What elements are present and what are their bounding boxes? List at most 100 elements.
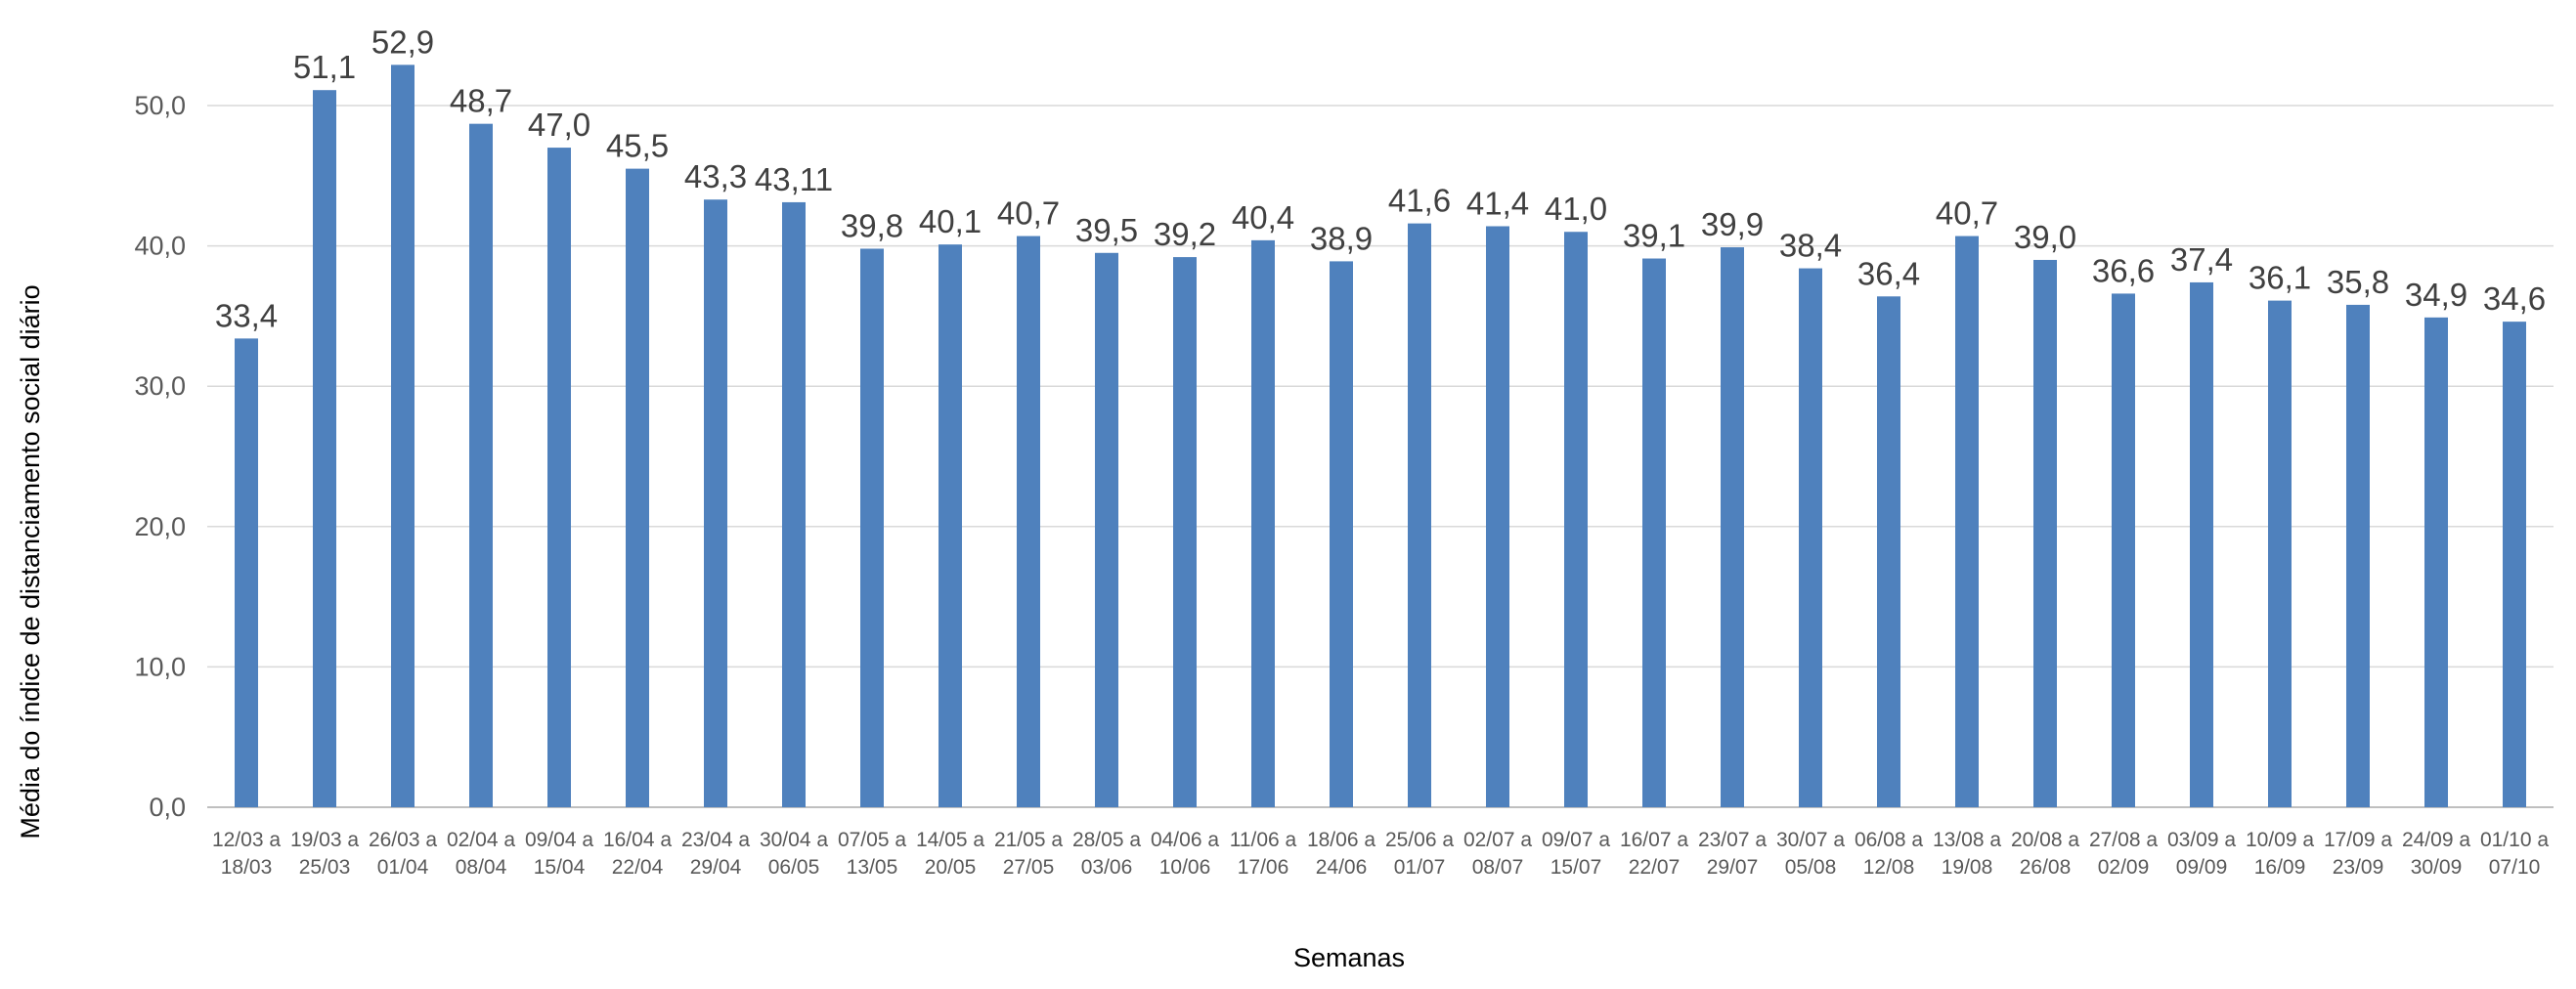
bar-value-label: 48,7 bbox=[450, 83, 512, 119]
x-category-label-line1: 23/04 a bbox=[681, 829, 750, 851]
bar-value-label: 41,6 bbox=[1388, 183, 1451, 219]
bar bbox=[1173, 257, 1197, 807]
bar-value-label: 51,1 bbox=[293, 49, 356, 85]
x-category-label-line2: 30/09 bbox=[2411, 856, 2463, 879]
y-tick-label: 40,0 bbox=[134, 232, 186, 261]
y-tick-label: 10,0 bbox=[134, 652, 186, 681]
x-category-label-line1: 28/05 a bbox=[1072, 829, 1141, 851]
bar bbox=[704, 199, 727, 807]
bar-value-label: 41,0 bbox=[1545, 191, 1607, 227]
bar bbox=[2346, 304, 2370, 807]
bar bbox=[1408, 223, 1431, 807]
x-category-label-line2: 17/06 bbox=[1238, 856, 1289, 879]
bar-value-label: 43,3 bbox=[684, 158, 747, 194]
bar bbox=[1721, 247, 1744, 807]
bar-value-label: 37,4 bbox=[2170, 241, 2233, 278]
x-category-label-line2: 22/04 bbox=[612, 856, 664, 879]
bar bbox=[2503, 322, 2526, 807]
x-category-label-line1: 30/07 a bbox=[1776, 829, 1845, 851]
bar-value-label: 43,11 bbox=[755, 161, 833, 197]
bar-value-label: 36,4 bbox=[1857, 255, 1920, 291]
bar bbox=[313, 90, 336, 808]
x-category-label-line2: 23/09 bbox=[2333, 856, 2384, 879]
x-category-label-line1: 09/07 a bbox=[1542, 829, 1610, 851]
bar bbox=[2268, 300, 2292, 807]
x-category-label-line1: 03/09 a bbox=[2167, 829, 2236, 851]
x-category-label-line2: 15/04 bbox=[534, 856, 586, 879]
bar bbox=[782, 201, 806, 807]
bar-value-label: 47,0 bbox=[528, 107, 590, 143]
bar bbox=[2190, 281, 2213, 807]
bar bbox=[547, 148, 571, 807]
bar-value-label: 41,4 bbox=[1466, 185, 1529, 221]
x-category-label-line2: 06/05 bbox=[768, 856, 820, 879]
x-category-label-line1: 11/06 a bbox=[1230, 829, 1297, 851]
bar-value-label: 40,7 bbox=[997, 195, 1060, 232]
bar bbox=[626, 168, 649, 807]
bar bbox=[2033, 259, 2057, 808]
bar-value-label: 39,0 bbox=[2014, 219, 2076, 255]
bar bbox=[391, 64, 415, 807]
x-axis-categories: 12/03 a 18/03 19/03 a 25/03 26/03 a 01/04 02/0… bbox=[212, 829, 2549, 879]
x-category-label-line1: 26/03 a bbox=[369, 829, 437, 851]
bar bbox=[1330, 261, 1353, 807]
bar-value-label: 40,1 bbox=[919, 203, 982, 239]
x-category-label-line1: 02/04 a bbox=[447, 829, 515, 851]
y-tick-label: 20,0 bbox=[134, 512, 186, 541]
y-tick-label: 30,0 bbox=[134, 371, 186, 401]
bars bbox=[235, 64, 2526, 808]
x-category-label-line2: 27/05 bbox=[1003, 856, 1055, 879]
bar bbox=[1799, 268, 1822, 807]
bar bbox=[469, 123, 493, 808]
bar bbox=[1955, 236, 1979, 808]
y-tick-label: 0,0 bbox=[149, 793, 186, 822]
bar bbox=[860, 248, 884, 808]
x-axis-title: Semanas bbox=[1293, 943, 1405, 972]
bar bbox=[235, 338, 258, 807]
x-category-label-line1: 16/07 a bbox=[1620, 829, 1688, 851]
x-category-label-line2: 13/05 bbox=[847, 856, 898, 879]
x-category-label-line1: 21/05 a bbox=[994, 829, 1063, 851]
gridlines bbox=[207, 105, 2554, 808]
bar-value-label: 52,9 bbox=[371, 23, 434, 60]
x-category-label-line1: 14/05 a bbox=[916, 829, 984, 851]
y-axis-ticks: 0,0 10,0 20,0 30,0 40,0 50,0 bbox=[134, 91, 186, 822]
x-category-label-line2: 18/03 bbox=[221, 856, 273, 879]
x-category-label-line1: 10/09 a bbox=[2246, 829, 2314, 851]
x-category-label-line2: 01/04 bbox=[377, 856, 429, 879]
x-category-label-line2: 24/06 bbox=[1316, 856, 1368, 879]
x-category-label-line1: 07/05 a bbox=[838, 829, 906, 851]
x-category-label-line2: 07/10 bbox=[2489, 856, 2541, 879]
x-category-label-line2: 10/06 bbox=[1159, 856, 1211, 879]
bar bbox=[1095, 252, 1118, 807]
x-category-label-line1: 04/06 a bbox=[1151, 829, 1219, 851]
bar bbox=[1564, 232, 1588, 808]
bar-value-label: 39,9 bbox=[1701, 206, 1764, 242]
x-category-label-line2: 25/03 bbox=[299, 856, 351, 879]
bar-value-label: 33,4 bbox=[215, 297, 278, 333]
bar bbox=[1486, 226, 1509, 808]
x-category-label-line1: 20/08 a bbox=[2011, 829, 2079, 851]
x-category-label-line2: 08/07 bbox=[1472, 856, 1524, 879]
x-category-label-line1: 09/04 a bbox=[525, 829, 593, 851]
x-category-label-line2: 19/08 bbox=[1942, 856, 1993, 879]
bar-value-label: 36,6 bbox=[2092, 252, 2155, 288]
x-category-label-line1: 06/08 a bbox=[1855, 829, 1923, 851]
bar bbox=[939, 244, 962, 807]
x-category-label-line1: 19/03 a bbox=[290, 829, 359, 851]
x-category-label-line2: 15/07 bbox=[1550, 856, 1602, 879]
bar-value-label: 38,4 bbox=[1779, 228, 1842, 264]
x-category-label-line1: 01/10 a bbox=[2480, 829, 2549, 851]
x-category-label-line2: 01/07 bbox=[1394, 856, 1446, 879]
x-category-label-line1: 27/08 a bbox=[2089, 829, 2158, 851]
x-category-label-line2: 29/07 bbox=[1707, 856, 1759, 879]
x-category-label-line1: 12/03 a bbox=[212, 829, 281, 851]
x-category-label-line2: 08/04 bbox=[456, 856, 507, 879]
bar-value-label: 39,8 bbox=[841, 207, 903, 243]
bar-value-label: 35,8 bbox=[2327, 264, 2389, 300]
bar bbox=[1877, 296, 1900, 807]
bar-value-label: 34,9 bbox=[2405, 277, 2467, 313]
